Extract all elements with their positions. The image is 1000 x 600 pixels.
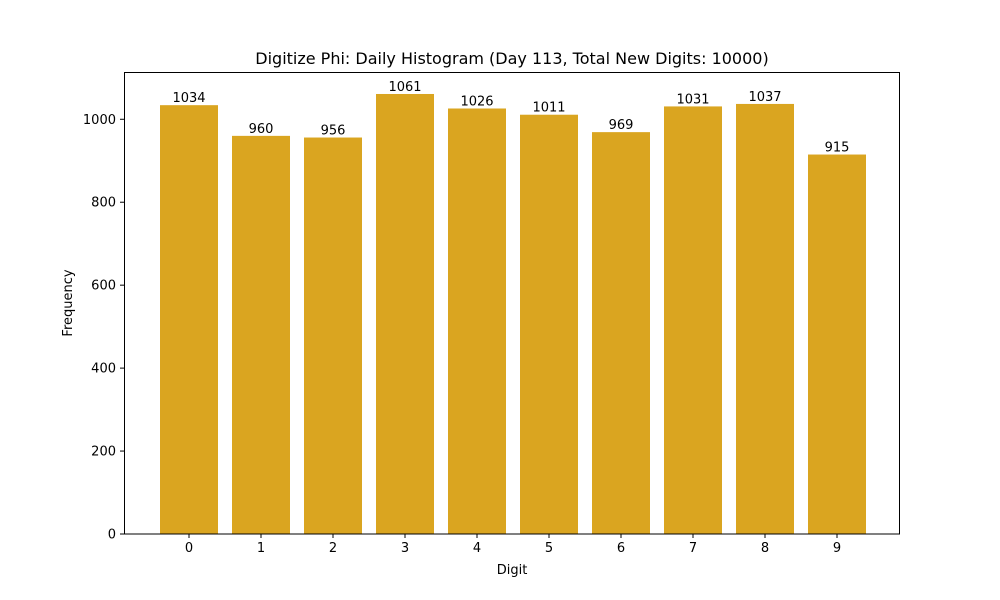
- bars-group: [160, 93, 866, 535]
- x-tick-label: 1: [257, 541, 265, 556]
- bar-value-label: 1011: [532, 101, 565, 116]
- bar-value-label: 969: [609, 118, 634, 133]
- bar-digit-8: [736, 103, 794, 535]
- bar-value-label: 1061: [388, 80, 421, 95]
- bar-digit-7: [664, 106, 722, 534]
- y-tick-label: 600: [91, 279, 116, 294]
- y-tick-label: 200: [91, 445, 116, 460]
- x-tick-label: 7: [689, 541, 697, 556]
- bar-value-label: 960: [249, 122, 274, 137]
- bar-digit-0: [160, 105, 218, 534]
- bar-digit-2: [304, 137, 362, 534]
- bar-digit-1: [232, 135, 290, 535]
- y-axis-label: Frequency: [61, 269, 76, 336]
- chart-title: Digitize Phi: Daily Histogram (Day 113, …: [255, 49, 768, 68]
- bar-value-label: 1031: [676, 92, 709, 107]
- value-labels-group: 1034 960 956 1061 1026 1011 969 1031 1037 915: [172, 80, 849, 156]
- y-tick-label: 0: [108, 528, 116, 543]
- x-tick-label: 0: [185, 541, 193, 556]
- y-tick-label: 1000: [83, 113, 116, 128]
- x-tick-label: 3: [401, 541, 409, 556]
- y-tick-label: 800: [91, 196, 116, 211]
- y-axis-ticks: 0 200 400 600 800 1000: [83, 113, 125, 543]
- plot-frame: [124, 72, 900, 535]
- x-axis-ticks: 0 1 2 3 4 5 6 7 8 9: [185, 534, 841, 556]
- bar-value-label: 1037: [748, 90, 781, 105]
- x-tick-label: 9: [833, 541, 841, 556]
- bar-value-label: 1034: [172, 91, 205, 106]
- bar-digit-9: [808, 154, 866, 535]
- y-tick-label: 400: [91, 362, 116, 377]
- bar-digit-3: [376, 93, 434, 534]
- bar-value-label: 956: [321, 124, 346, 139]
- x-tick-label: 2: [329, 541, 337, 556]
- bar-digit-5: [520, 114, 578, 534]
- x-tick-label: 6: [617, 541, 625, 556]
- x-axis-label: Digit: [497, 563, 528, 578]
- x-tick-label: 5: [545, 541, 553, 556]
- bar-digit-6: [592, 132, 650, 534]
- x-tick-label: 4: [473, 541, 481, 556]
- bar-value-label: 915: [825, 141, 850, 156]
- bar-digit-4: [448, 108, 506, 534]
- x-tick-label: 8: [761, 541, 769, 556]
- bar-value-label: 1026: [460, 94, 493, 109]
